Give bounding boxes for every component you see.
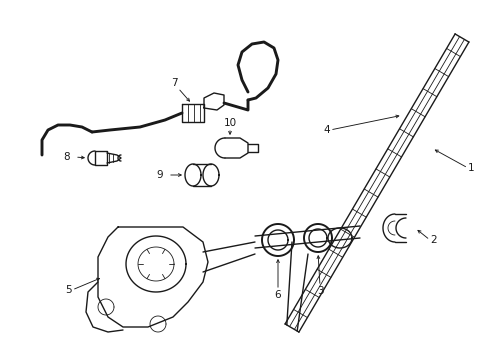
Text: 8: 8 xyxy=(63,152,70,162)
Text: 2: 2 xyxy=(429,235,436,245)
Text: 5: 5 xyxy=(65,285,72,295)
Text: 3: 3 xyxy=(316,286,323,296)
Text: 10: 10 xyxy=(223,118,236,128)
Text: 6: 6 xyxy=(274,290,281,300)
Text: 1: 1 xyxy=(467,163,474,173)
Text: 9: 9 xyxy=(156,170,163,180)
Text: 7: 7 xyxy=(171,78,178,88)
Text: 4: 4 xyxy=(323,125,329,135)
